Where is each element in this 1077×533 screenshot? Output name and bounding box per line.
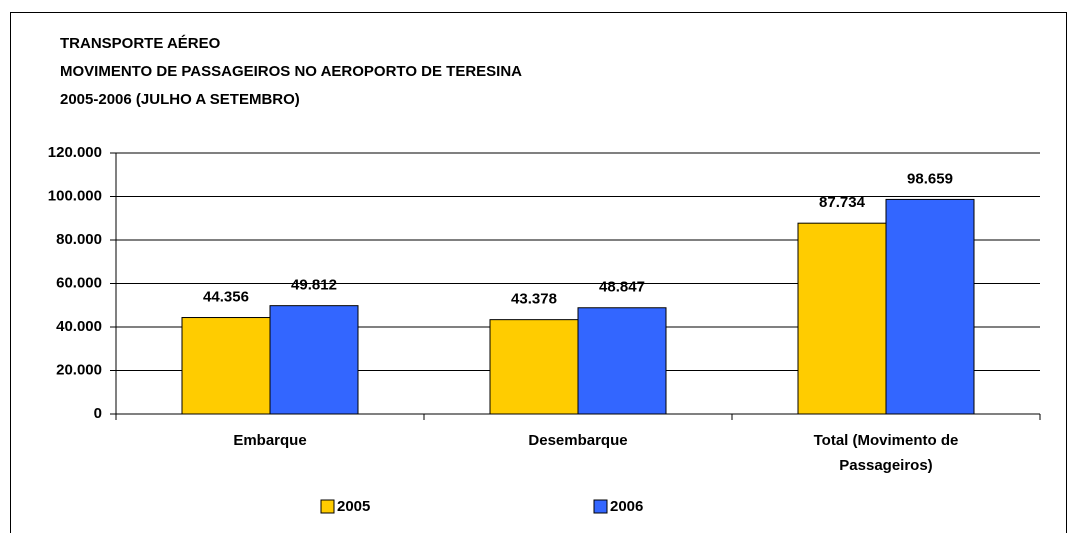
- value-label: 87.734: [819, 194, 866, 211]
- y-tick-label: 120.000: [48, 144, 102, 161]
- y-tick-label: 80.000: [56, 231, 102, 248]
- legend-label: 2005: [337, 498, 370, 515]
- y-tick-label: 100.000: [48, 187, 102, 204]
- bar: [885, 198, 975, 415]
- value-label: 43.378: [511, 291, 557, 308]
- legend-label: 2006: [610, 498, 643, 515]
- value-label: 98.659: [907, 170, 953, 187]
- legend-swatch: [593, 499, 608, 514]
- bar: [577, 307, 667, 415]
- y-tick-label: 0: [94, 405, 102, 422]
- y-tick-label: 20.000: [56, 361, 102, 378]
- value-label: 49.812: [291, 277, 337, 294]
- legend-swatch: [320, 499, 335, 514]
- chart-title: 2005-2006 (JULHO A SETEMBRO): [60, 91, 300, 108]
- x-tick-label: Embarque: [233, 432, 307, 449]
- frame: [10, 12, 1067, 533]
- chart-title: MOVIMENTO DE PASSAGEIROS NO AEROPORTO DE…: [60, 63, 522, 80]
- bar: [269, 305, 359, 415]
- x-tick-label: Total (Movimento de Passageiros): [813, 432, 959, 474]
- y-tick-label: 40.000: [56, 318, 102, 335]
- bar: [489, 319, 579, 415]
- value-label: 48.847: [599, 279, 645, 296]
- value-label: 44.356: [203, 288, 249, 305]
- x-tick-label: Desembarque: [528, 432, 628, 449]
- chart-title: TRANSPORTE AÉREO: [60, 35, 221, 52]
- bar: [797, 222, 887, 415]
- y-tick-label: 60.000: [56, 274, 102, 291]
- bar: [181, 317, 271, 415]
